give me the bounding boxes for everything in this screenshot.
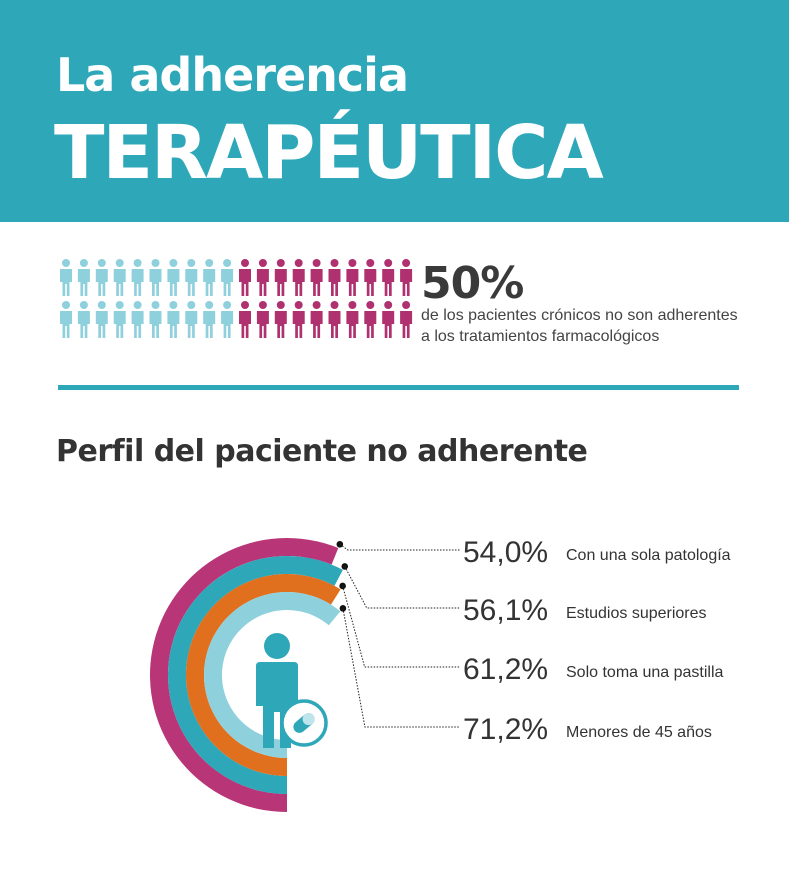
person-icon (203, 301, 216, 338)
person-icon-highlighted (328, 259, 341, 296)
category-label: Menores de 45 años (566, 724, 712, 741)
value-label: 61,2% (463, 653, 548, 686)
patient-with-pill-icon (256, 633, 328, 748)
person-icon (77, 259, 90, 296)
value-label: 71,2% (463, 713, 548, 746)
person-icon-highlighted (310, 259, 323, 296)
person-icon (60, 259, 72, 296)
person-icon-highlighted (239, 259, 251, 296)
person-icon-highlighted (274, 259, 287, 296)
category-label: Con una sola patología (566, 547, 731, 564)
person-icon-highlighted (364, 259, 377, 296)
person-icon (95, 259, 108, 296)
person-icon-highlighted (382, 301, 395, 338)
patient-profile-chart: 54,0% Con una sola patología 56,1% Estudios… (0, 480, 789, 880)
leader-line (339, 543, 460, 551)
person-icon-highlighted (256, 259, 269, 296)
person-icon-highlighted (346, 301, 359, 338)
radial-bar (185, 574, 341, 776)
value-label: 54,0% (463, 536, 548, 569)
person-icon (221, 259, 234, 296)
header-banner: La adherencia TERAPÉUTICA (0, 0, 789, 222)
leader-line (342, 585, 460, 668)
radial-chart-svg: 54,0% Con una sola patología 56,1% Estudios… (149, 536, 731, 812)
person-icon-highlighted (364, 301, 377, 338)
section-divider (58, 385, 739, 390)
person-icon (95, 301, 108, 338)
title-line-2: TERAPÉUTICA (54, 110, 604, 196)
person-icon (113, 301, 126, 338)
leader-line (344, 566, 460, 609)
person-icon (131, 259, 144, 296)
person-icon (185, 301, 198, 338)
person-icon (167, 301, 180, 338)
person-icon (167, 259, 180, 296)
person-icon (185, 259, 198, 296)
person-icon-highlighted (256, 301, 269, 338)
person-icon-highlighted (292, 259, 305, 296)
person-icon (113, 259, 126, 296)
radial-bar (168, 556, 343, 794)
person-icon (203, 259, 216, 296)
stat-description-line-1: de los pacientes crónicos no son adheren… (421, 307, 738, 324)
leader-line (342, 608, 460, 728)
person-icon (221, 301, 234, 338)
person-icon-highlighted (400, 259, 413, 296)
person-icon (149, 301, 162, 338)
category-label: Solo toma una pastilla (566, 664, 724, 681)
person-icon-highlighted (292, 301, 305, 338)
person-icon-highlighted (310, 301, 323, 338)
title-line-1: La adherencia (56, 48, 409, 102)
person-icon (149, 259, 162, 296)
person-icon (131, 301, 144, 338)
stat-description-line-2: a los tratamientos farmacológicos (421, 328, 660, 345)
stat-description: de los pacientes crónicos no son adheren… (421, 305, 781, 347)
person-icon-highlighted (382, 259, 395, 296)
people-pictogram (60, 259, 413, 338)
person-icon-highlighted (274, 301, 287, 338)
value-label: 56,1% (463, 594, 548, 627)
person-icon-highlighted (346, 259, 359, 296)
person-icon (77, 301, 90, 338)
category-label: Estudios superiores (566, 605, 707, 622)
stat-value: 50% (421, 258, 524, 309)
leader-dot (341, 563, 349, 570)
person-icon-highlighted (400, 301, 413, 338)
radial-bar (203, 592, 341, 758)
person-icon-highlighted (239, 301, 251, 338)
person-icon-highlighted (328, 301, 341, 338)
person-icon (60, 301, 72, 338)
section-title: Perfil del paciente no adherente (56, 434, 588, 469)
